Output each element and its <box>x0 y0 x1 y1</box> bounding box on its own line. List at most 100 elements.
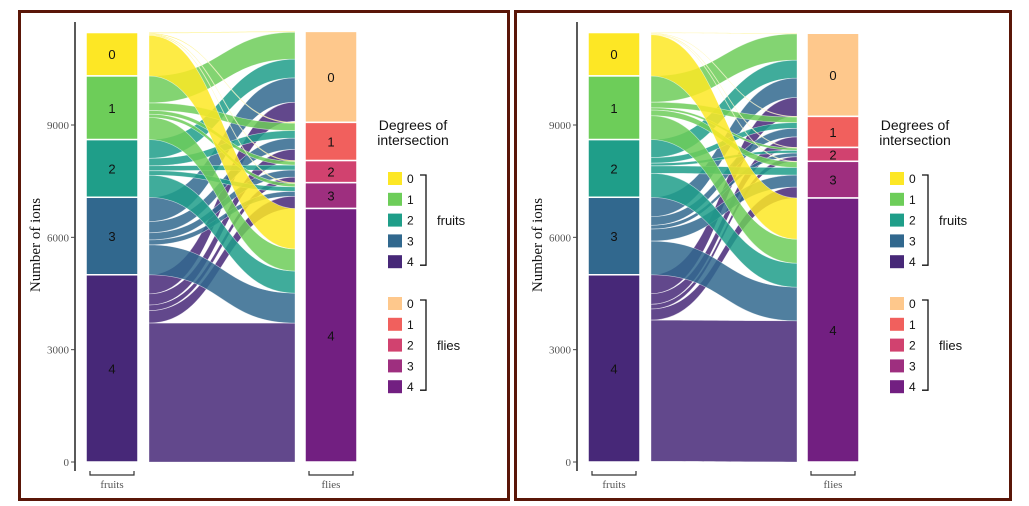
flies-stratum-3 <box>806 160 860 199</box>
legend-key-label-flies: 3 <box>407 359 414 373</box>
legend-key-label-flies: 1 <box>909 318 916 332</box>
y-tick-label: 6000 <box>549 232 572 244</box>
flow-fruits0-to-flies1 <box>148 32 296 124</box>
fruits-axis-bracket <box>591 471 637 476</box>
legend-swatch-flies-3 <box>890 359 904 373</box>
legend-group-label-fruits: fruits <box>939 213 968 228</box>
legend-bracket-fruits <box>420 174 427 266</box>
flow-fruits1-to-flies4 <box>650 115 798 264</box>
legend-group-label-flies: flies <box>939 338 963 353</box>
flies-stratum-1 <box>806 115 860 149</box>
fruits-stratum-label: 1 <box>610 101 617 116</box>
flow-fruits1-to-flies4 <box>148 117 296 272</box>
legend-key-label-fruits: 2 <box>909 214 916 228</box>
legend-key-label-flies: 0 <box>407 297 414 311</box>
legend-swatch-fruits-3 <box>388 234 402 248</box>
right-panel-frame <box>514 10 1012 501</box>
flow-fruits4-to-flies4 <box>148 322 296 463</box>
x-label-flies: flies <box>322 479 341 491</box>
legend-key-label-flies: 4 <box>909 380 916 394</box>
legend-key-label-fruits: 4 <box>909 255 916 269</box>
legend-key-label-fruits: 2 <box>407 214 414 228</box>
y-tick-label: 9000 <box>47 120 70 132</box>
flies-stratum-label: 4 <box>327 328 334 343</box>
legend-key-label-flies: 1 <box>407 318 414 332</box>
flies-stratum-label: 1 <box>327 134 334 149</box>
legend-key-label-fruits: 4 <box>407 255 414 269</box>
legend-swatch-flies-1 <box>890 317 904 331</box>
legend-swatch-flies-0 <box>890 297 904 310</box>
fruits-stratum-1 <box>85 75 139 141</box>
y-tick-label: 6000 <box>47 232 70 244</box>
flow-fruits0-to-flies1 <box>650 32 798 118</box>
flies-stratum-label: 3 <box>829 173 836 188</box>
legend-swatch-flies-2 <box>388 338 402 352</box>
flow-fruits0-to-flies0 <box>650 32 798 35</box>
flies-axis-bracket <box>810 471 856 476</box>
legend-bracket-flies <box>922 299 929 391</box>
fruits-stratum-0 <box>85 31 139 77</box>
legend-swatch-fruits-4 <box>388 255 402 269</box>
legend-swatch-flies-2 <box>890 338 904 352</box>
fruits-stratum-4 <box>85 274 139 463</box>
fruits-stratum-label: 3 <box>610 229 617 244</box>
flies-stratum-label: 3 <box>327 189 334 204</box>
flies-stratum-4 <box>806 197 860 463</box>
flies-stratum-label: 2 <box>829 147 836 162</box>
legend-title-line2: intersection <box>377 132 449 148</box>
flies-stratum-label: 1 <box>829 125 836 140</box>
legend-key-label-flies: 3 <box>909 359 916 373</box>
fruits-stratum-2 <box>85 138 139 199</box>
flies-stratum-4 <box>304 207 358 463</box>
flies-stratum-label: 2 <box>327 165 334 180</box>
legend-key-label-flies: 2 <box>407 339 414 353</box>
legend-key-label-flies: 4 <box>407 380 414 394</box>
legend-swatch-fruits-1 <box>388 192 402 206</box>
flow-fruits0-to-flies0 <box>148 31 296 34</box>
fruits-stratum-label: 2 <box>610 161 617 176</box>
legend-group-label-fruits: fruits <box>437 213 466 228</box>
fruits-stratum-label: 0 <box>108 47 115 62</box>
legend-swatch-flies-4 <box>388 380 402 394</box>
fruits-stratum-4 <box>587 274 641 463</box>
flow-fruits2-to-flies3 <box>650 165 798 176</box>
legend-swatch-fruits-2 <box>388 213 402 227</box>
flow-fruits2-to-flies4 <box>148 174 296 294</box>
fruits-stratum-1 <box>587 75 641 141</box>
legend-swatch-flies-3 <box>388 359 402 373</box>
y-tick-label: 3000 <box>47 345 70 357</box>
y-axis-title: Number of ions <box>530 198 546 292</box>
fruits-stratum-label: 4 <box>108 361 115 376</box>
fruits-stratum-0 <box>587 31 641 77</box>
legend-key-label-fruits: 3 <box>407 234 414 248</box>
legend-key-label-flies: 0 <box>909 297 916 311</box>
fruits-stratum-3 <box>587 196 641 276</box>
fruits-stratum-label: 1 <box>108 101 115 116</box>
legend-key-label-fruits: 3 <box>909 234 916 248</box>
fruits-stratum-label: 3 <box>108 229 115 244</box>
legend-bracket-flies <box>420 299 427 391</box>
flow-fruits0-to-flies4 <box>148 35 296 250</box>
fruits-stratum-label: 4 <box>610 361 617 376</box>
fruits-stratum-label: 0 <box>610 47 617 62</box>
flies-stratum-label: 0 <box>327 70 334 85</box>
legend-key-label-fruits: 1 <box>909 193 916 207</box>
legend-key-label-flies: 2 <box>909 339 916 353</box>
legend-group-label-flies: flies <box>437 338 461 353</box>
x-label-fruits: fruits <box>602 479 625 491</box>
legend-swatch-fruits-0 <box>388 172 402 185</box>
legend-title-line2: intersection <box>879 132 951 148</box>
flies-axis-bracket <box>308 471 354 476</box>
flow-fruits0-to-flies4 <box>650 34 798 240</box>
right-chart: 0 3000 6000 9000 Number of ions 0 1 2 3 4 fruits 0 1… <box>530 22 968 491</box>
legend-swatch-fruits-2 <box>890 213 904 227</box>
y-tick-label: 0 <box>566 457 572 469</box>
legend-swatch-fruits-4 <box>890 255 904 269</box>
flies-stratum-0 <box>806 32 860 118</box>
left-chart: 0 3000 6000 9000 Number of ions 0 1 2 3 4 fruits 0 1… <box>28 22 466 491</box>
legend-swatch-flies-0 <box>388 297 402 310</box>
legend-swatch-flies-4 <box>890 380 904 394</box>
flow-fruits2-to-flies4 <box>650 173 798 288</box>
flow-fruits0-to-flies3 <box>650 33 798 163</box>
